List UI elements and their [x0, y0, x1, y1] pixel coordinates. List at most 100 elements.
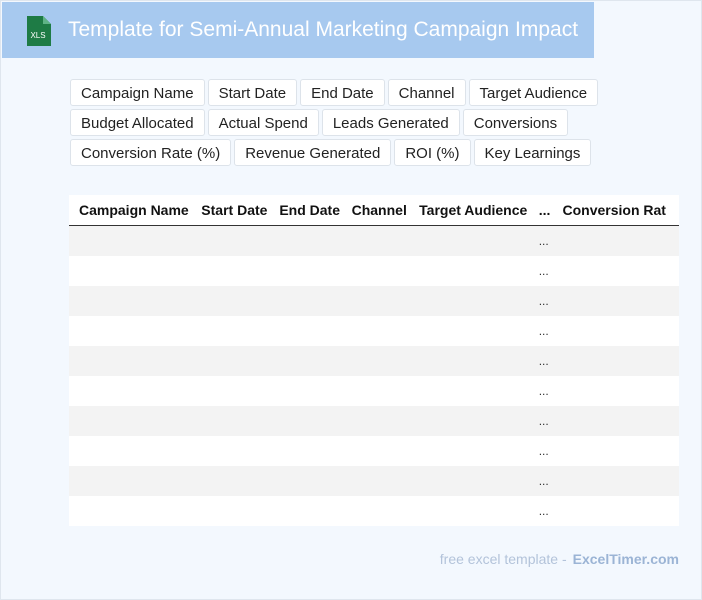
table-cell[interactable]: [69, 285, 192, 316]
table-cell[interactable]: [409, 435, 529, 466]
table-cell[interactable]: ...: [528, 465, 553, 496]
field-chip: Target Audience: [468, 79, 599, 106]
table-cell[interactable]: [409, 375, 529, 406]
table-cell[interactable]: [409, 405, 529, 436]
field-chip: Leads Generated: [321, 109, 460, 136]
field-chip: Channel: [387, 79, 466, 106]
table-cell[interactable]: [409, 225, 529, 256]
field-row: Campaign Name Start Date End Date Channel Ta…: [70, 79, 630, 106]
table-cell[interactable]: ...: [528, 435, 553, 466]
table-cell[interactable]: [69, 255, 192, 286]
data-table-container[interactable]: Campaign Name Start Date End Date Channel Ta…: [69, 195, 679, 526]
table-cell[interactable]: [269, 315, 342, 346]
table-cell[interactable]: [269, 285, 342, 316]
table-cell[interactable]: [69, 315, 192, 346]
table-cell[interactable]: [69, 405, 192, 436]
table-cell[interactable]: [191, 495, 270, 526]
table-cell[interactable]: [191, 315, 270, 346]
table-row: ...: [69, 315, 679, 346]
table-cell[interactable]: ...: [528, 345, 553, 376]
table-cell[interactable]: [409, 465, 529, 496]
footer-brand-link[interactable]: ExcelTimer.com: [572, 551, 679, 567]
table-row: ...: [69, 285, 679, 316]
field-list: Campaign Name Start Date End Date Channel Ta…: [70, 79, 630, 169]
table-cell[interactable]: [191, 375, 270, 406]
table-row: ...: [69, 495, 679, 526]
table-cell[interactable]: [191, 345, 270, 376]
table-cell[interactable]: [552, 495, 679, 526]
table-cell[interactable]: [269, 255, 342, 286]
table-cell[interactable]: [191, 225, 270, 256]
table-header-row: Campaign Name Start Date End Date Channel Ta…: [69, 195, 679, 226]
column-header: Campaign Name: [69, 195, 192, 226]
table-cell[interactable]: [269, 225, 342, 256]
table-row: ...: [69, 405, 679, 436]
title-bar: XLS Template for Semi-Annual Marketing C…: [2, 2, 594, 58]
table-cell[interactable]: [409, 315, 529, 346]
table-cell[interactable]: ...: [528, 375, 553, 406]
table-row: ...: [69, 465, 679, 496]
field-chip: Conversions: [462, 109, 569, 136]
table-row: ...: [69, 225, 679, 256]
table-cell[interactable]: [191, 285, 270, 316]
table-cell[interactable]: ...: [528, 255, 553, 286]
table-cell[interactable]: [552, 315, 679, 346]
column-header: Start Date: [191, 195, 270, 226]
table-cell[interactable]: [341, 375, 410, 406]
table-cell[interactable]: [269, 495, 342, 526]
table-cell[interactable]: [552, 405, 679, 436]
data-table: Campaign Name Start Date End Date Channel Ta…: [69, 195, 679, 526]
table-cell[interactable]: [269, 435, 342, 466]
table-cell[interactable]: ...: [528, 225, 553, 256]
table-cell[interactable]: [409, 495, 529, 526]
table-cell[interactable]: [269, 465, 342, 496]
field-row: Budget Allocated Actual Spend Leads Genera…: [70, 109, 630, 136]
table-cell[interactable]: [269, 345, 342, 376]
footer-prefix: free excel template -: [439, 551, 567, 567]
column-header: Conversion Rat: [552, 195, 679, 226]
table-cell[interactable]: [552, 285, 679, 316]
table-cell[interactable]: ...: [528, 495, 553, 526]
table-cell[interactable]: [341, 255, 410, 286]
field-chip: Actual Spend: [207, 109, 319, 136]
table-cell[interactable]: [409, 285, 529, 316]
table-cell[interactable]: [552, 465, 679, 496]
field-chip: Revenue Generated: [234, 139, 392, 166]
table-cell[interactable]: [409, 255, 529, 286]
table-cell[interactable]: [191, 435, 270, 466]
table-cell[interactable]: [269, 405, 342, 436]
table-cell[interactable]: [552, 345, 679, 376]
table-cell[interactable]: [341, 435, 410, 466]
table-cell[interactable]: [552, 375, 679, 406]
table-cell[interactable]: [69, 225, 192, 256]
table-cell[interactable]: [409, 345, 529, 376]
table-cell[interactable]: [69, 495, 192, 526]
table-cell[interactable]: [341, 225, 410, 256]
table-cell[interactable]: [341, 285, 410, 316]
table-cell[interactable]: [341, 405, 410, 436]
table-row: ...: [69, 435, 679, 466]
table-cell[interactable]: [69, 345, 192, 376]
table-cell[interactable]: [552, 255, 679, 286]
table-cell[interactable]: [341, 315, 410, 346]
table-cell[interactable]: [69, 465, 192, 496]
table-cell[interactable]: [341, 495, 410, 526]
table-cell[interactable]: [341, 345, 410, 376]
table-row: ...: [69, 255, 679, 286]
table-cell[interactable]: [69, 435, 192, 466]
column-header: Channel: [341, 195, 410, 226]
table-cell[interactable]: ...: [528, 405, 553, 436]
table-cell[interactable]: [552, 225, 679, 256]
table-cell[interactable]: [191, 255, 270, 286]
table-cell[interactable]: [69, 375, 192, 406]
table-row: ...: [69, 345, 679, 376]
table-cell[interactable]: [552, 435, 679, 466]
table-cell[interactable]: [341, 465, 410, 496]
table-cell[interactable]: [191, 405, 270, 436]
table-cell[interactable]: ...: [528, 315, 553, 346]
field-chip: Start Date: [207, 79, 298, 106]
table-cell[interactable]: [269, 375, 342, 406]
table-cell[interactable]: ...: [528, 285, 553, 316]
table-cell[interactable]: [191, 465, 270, 496]
